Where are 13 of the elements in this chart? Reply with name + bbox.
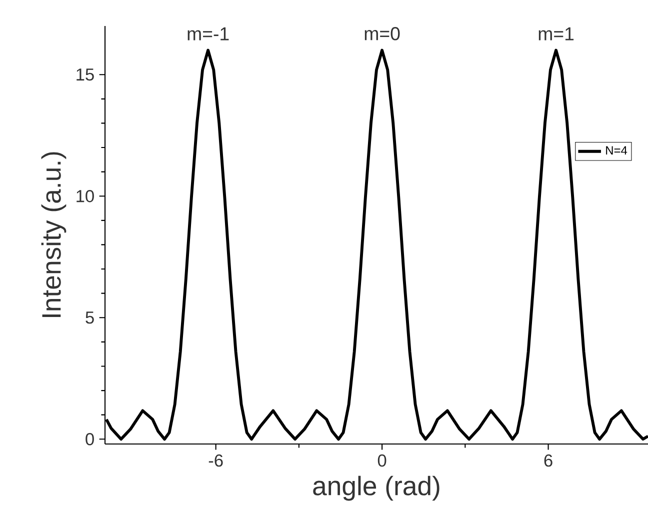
annotation: m=0 — [364, 27, 400, 40]
x-tick-label: 6 — [544, 454, 552, 467]
x-tick-label: -6 — [208, 454, 223, 467]
y-axis-title: Intensity (a.u.) — [41, 152, 66, 318]
x-axis-title: angle (rad) — [313, 476, 440, 501]
annotation: m=1 — [538, 27, 574, 40]
y-tick-label: 10 — [76, 190, 94, 202]
y-tick-label: 15 — [76, 68, 94, 81]
y-tick-label: 5 — [86, 312, 94, 324]
y-tick-label: 0 — [86, 433, 94, 446]
x-tick-label: 0 — [378, 454, 386, 467]
annotation: m=-1 — [188, 27, 229, 40]
legend-label: N=4 — [606, 146, 628, 155]
